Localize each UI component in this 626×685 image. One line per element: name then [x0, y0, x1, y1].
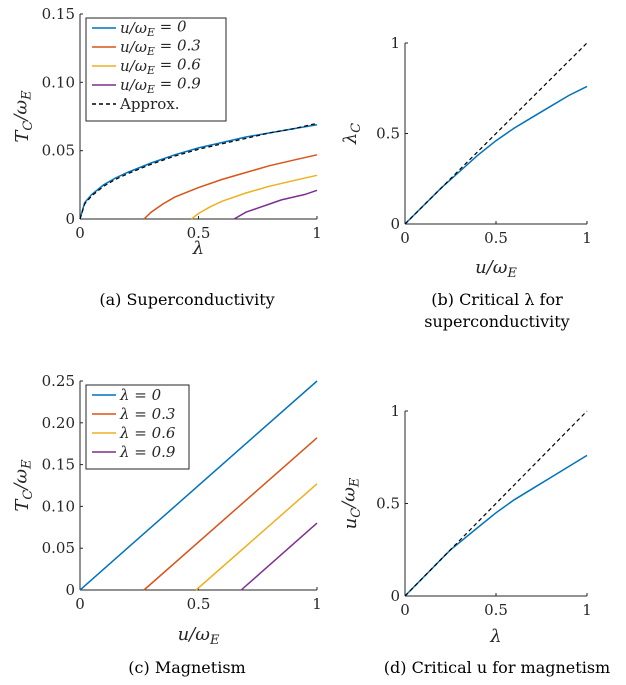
panel-caption: superconductivity	[424, 312, 569, 331]
legend-entry: u/ωE = 0.6	[120, 56, 201, 78]
x-tick-label: 0.5	[484, 601, 508, 619]
series-line-uE0.9	[233, 189, 318, 220]
x-axis-label: λ	[192, 238, 204, 259]
y-tick-label: 0	[390, 587, 400, 605]
x-tick-label: 0.5	[187, 224, 211, 242]
y-axis-label: TC/ωE	[10, 459, 35, 512]
panel-caption: (a) Superconductivity	[99, 290, 274, 309]
panel-caption: (b) Critical λ for	[431, 290, 563, 309]
y-tick-label: 0.5	[376, 125, 400, 143]
legend-entry: u/ωE = 0.9	[120, 75, 201, 97]
x-tick-label: 1	[312, 595, 322, 613]
panel-caption: (d) Critical u for magnetism	[384, 658, 610, 677]
y-tick-label: 0.20	[42, 414, 75, 432]
panel-c: 0 0.5 1 0 0.05 0.10 0.15 0.20 0.25 u/ωE TC/ωE λ = 0…	[10, 372, 321, 677]
legend-entry: λ = 0	[119, 386, 162, 404]
series-line	[404, 42, 588, 225]
legend-entry: Approx.	[119, 95, 179, 113]
x-tick-label: 0	[400, 601, 410, 619]
panel-d: 0 0.5 1 0 0.5 1 λ uC/ωE (d) Critical u for magne…	[338, 402, 610, 677]
x-axis-label: u/ωE	[475, 257, 517, 281]
series-line	[404, 85, 588, 225]
panel-b: 0 0.5 1 0 0.5 1 u/ωE λC (b) Critical λ for superc…	[340, 34, 592, 331]
series-line-0.6	[195, 483, 318, 591]
y-tick-label: 0.10	[42, 73, 75, 91]
legend-entry: u/ωE = 0.3	[120, 37, 201, 59]
y-tick-label: 0.05	[42, 142, 75, 160]
y-axis-label: TC/ωE	[10, 90, 35, 143]
y-tick-label: 0.05	[42, 539, 75, 557]
y-tick-label: 0.25	[42, 372, 75, 390]
legend-entry: λ = 0.9	[119, 443, 176, 461]
x-tick-label: 1	[582, 601, 592, 619]
series-line	[404, 454, 588, 597]
x-axis-label: λ	[489, 626, 501, 647]
y-tick-label: 0	[65, 210, 75, 228]
series-line-0	[79, 380, 318, 591]
panel-caption: (c) Magnetism	[128, 658, 245, 677]
series-line-uE0	[79, 123, 318, 220]
y-axis-label: uC/ωE	[338, 477, 363, 529]
legend-entry: λ = 0.3	[119, 405, 175, 423]
y-tick-label: 0	[65, 581, 75, 599]
series-line-uE0.6	[190, 174, 318, 220]
series-line-0.9	[240, 522, 318, 591]
legend-entry: λ = 0.6	[119, 424, 176, 442]
x-axis-label: u/ωE	[178, 624, 220, 648]
x-tick-label: 1	[582, 229, 592, 247]
y-axis-label: λC	[340, 123, 364, 145]
series-line-uE0.3	[143, 154, 318, 220]
y-tick-label: 1	[390, 402, 400, 420]
x-tick-label: 0	[75, 224, 85, 242]
y-tick-label: 0.15	[42, 456, 75, 474]
series-line	[404, 410, 588, 597]
x-tick-label: 0	[400, 229, 410, 247]
y-tick-label: 0.10	[42, 497, 75, 515]
y-tick-label: 0	[390, 215, 400, 233]
series-line-Approx.	[79, 122, 318, 220]
legend-box	[85, 384, 190, 470]
y-tick-label: 0.5	[376, 495, 400, 513]
x-tick-label: 0	[75, 595, 85, 613]
legend-entry: u/ωE = 0	[120, 18, 187, 40]
y-tick-label: 1	[390, 34, 400, 52]
x-tick-label: 0.5	[187, 595, 211, 613]
series-line-0.3	[143, 437, 318, 591]
y-tick-label: 0.15	[42, 5, 75, 23]
x-tick-label: 0.5	[484, 229, 508, 247]
x-tick-label: 1	[312, 224, 322, 242]
